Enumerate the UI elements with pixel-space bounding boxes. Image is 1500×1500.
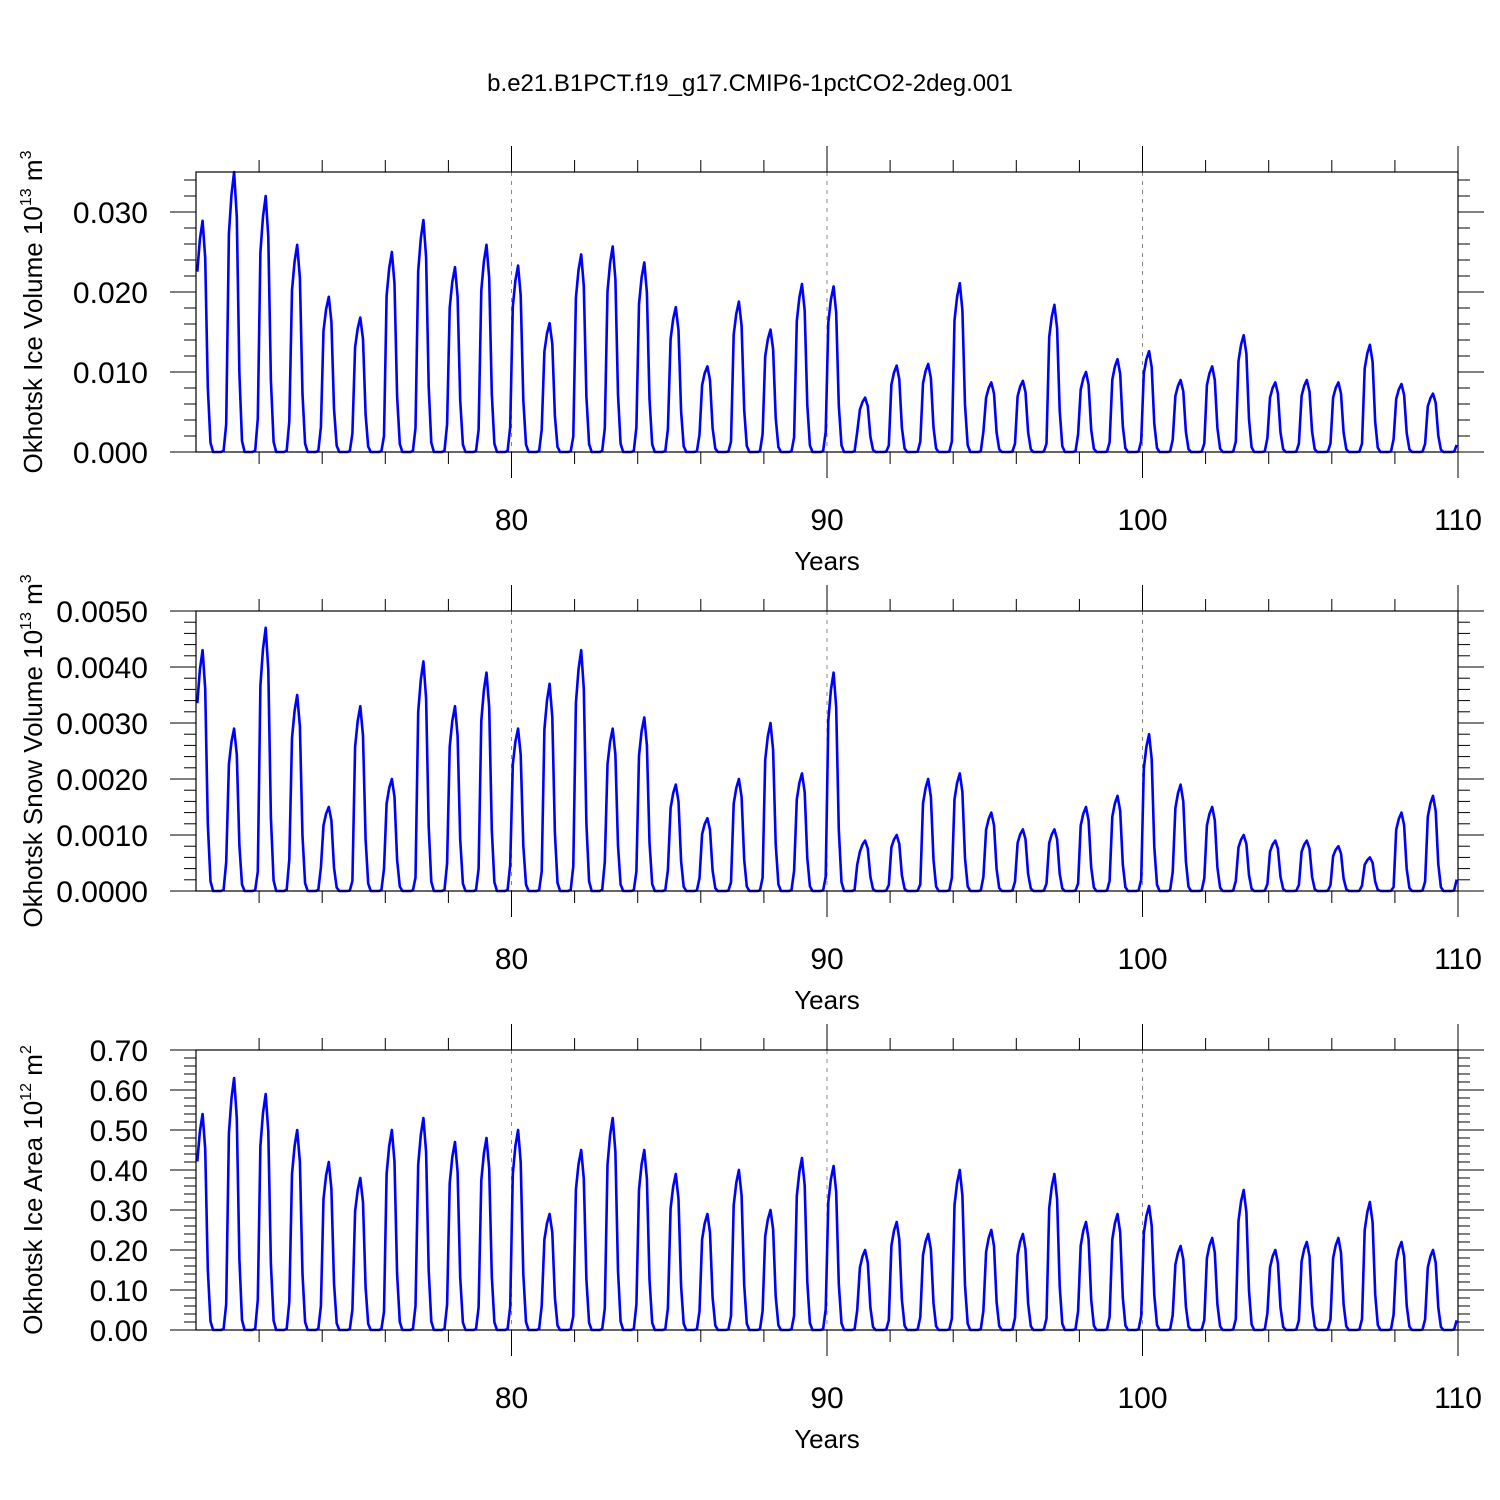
x-tick-label: 110 bbox=[1434, 1382, 1482, 1415]
x-tick-label: 100 bbox=[1117, 943, 1167, 976]
y-tick-label: 0.10 bbox=[90, 1275, 148, 1308]
y-tick-label: 0.000 bbox=[73, 437, 148, 470]
snow-volume-panel: 0.0000 0.0010 0.0020 0.0030 0.0040 0.0050 80 90… bbox=[18, 574, 1484, 1015]
y-tick-label: 0.030 bbox=[73, 197, 148, 230]
y-tick-label: 0.010 bbox=[73, 357, 148, 390]
x-tick-label: 80 bbox=[495, 504, 528, 537]
page-title: b.e21.B1PCT.f19_g17.CMIP6-1pctCO2-2deg.0… bbox=[487, 70, 1013, 97]
x-tick-label: 90 bbox=[810, 504, 843, 537]
x-tick-label: 80 bbox=[495, 943, 528, 976]
x-tick-label: 90 bbox=[810, 1382, 843, 1415]
y-axis-title: Okhotsk Snow Volume 1013 m3 bbox=[18, 574, 48, 927]
y-tick-label: 0.0000 bbox=[56, 876, 148, 909]
y-tick-label: 0.0020 bbox=[56, 764, 148, 797]
y-tick-label: 0.0050 bbox=[56, 596, 148, 629]
y-tick-label: 0.60 bbox=[90, 1075, 148, 1108]
y-axis-title: Okhotsk Ice Area 1012 m2 bbox=[18, 1045, 48, 1335]
y-tick-label: 0.020 bbox=[73, 277, 148, 310]
x-tick-label: 110 bbox=[1434, 943, 1482, 976]
y-tick-label: 0.0010 bbox=[56, 820, 148, 853]
ice-volume-panel: 0.000 0.010 0.020 0.030 80 90 100 110 Years Okhot… bbox=[18, 146, 1484, 576]
y-tick-label: 0.30 bbox=[90, 1195, 148, 1228]
x-tick-label: 100 bbox=[1117, 504, 1167, 537]
y-tick-label: 0.20 bbox=[90, 1235, 148, 1268]
y-tick-label: 0.40 bbox=[90, 1155, 148, 1188]
x-axis-title: Years bbox=[794, 546, 860, 576]
y-axis-title: Okhotsk Ice Volume 1013 m3 bbox=[18, 150, 48, 473]
y-tick-label: 0.0030 bbox=[56, 708, 148, 741]
x-axis-title: Years bbox=[794, 1424, 860, 1454]
y-tick-label: 0.70 bbox=[90, 1035, 148, 1068]
ice-volume-series-line bbox=[196, 170, 1458, 454]
x-tick-label: 80 bbox=[495, 1382, 528, 1415]
x-tick-label: 110 bbox=[1434, 504, 1482, 537]
y-tick-label: 0.00 bbox=[90, 1315, 148, 1348]
x-tick-label: 100 bbox=[1117, 1382, 1167, 1415]
ice-area-panel: 0.00 0.10 0.20 0.30 0.40 0.50 0.60 0.70 80 90 100 1… bbox=[18, 1024, 1484, 1454]
x-tick-label: 90 bbox=[810, 943, 843, 976]
y-tick-label: 0.0040 bbox=[56, 652, 148, 685]
x-axis-title: Years bbox=[794, 985, 860, 1015]
y-tick-label: 0.50 bbox=[90, 1115, 148, 1148]
